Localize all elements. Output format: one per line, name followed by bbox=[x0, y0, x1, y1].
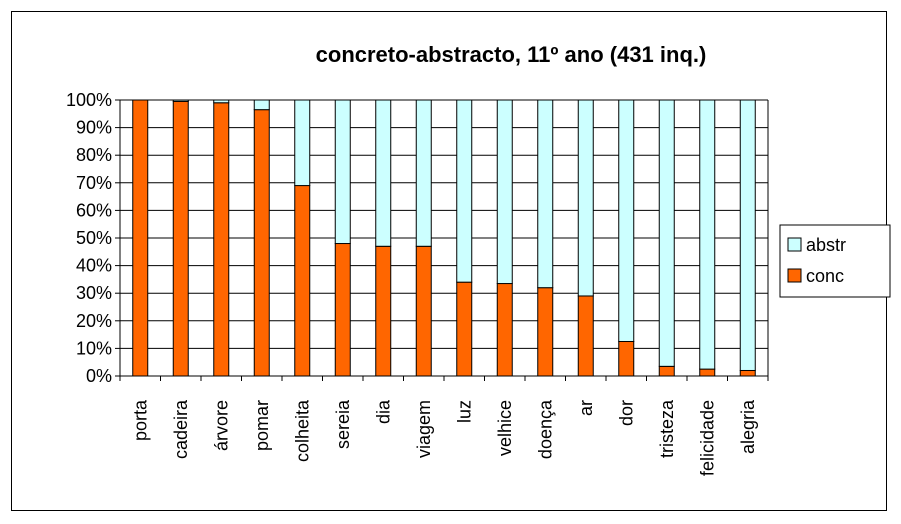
x-tick-label: doença bbox=[535, 399, 555, 459]
x-tick-label: dia bbox=[373, 399, 393, 424]
y-tick-label: 70% bbox=[76, 173, 112, 193]
bar-abstr bbox=[415, 99, 432, 247]
y-tick-label: 80% bbox=[76, 145, 112, 165]
bar-abstr bbox=[739, 99, 756, 371]
y-tick-label: 0% bbox=[86, 366, 112, 386]
bar-abstr bbox=[496, 99, 513, 285]
plot-area: 0% 10% 20% 30% 40% 50% 60% 70% 80% 90% 100% porta ca… bbox=[66, 90, 769, 476]
bar-abstr bbox=[172, 99, 189, 102]
x-tick-label: sereia bbox=[333, 399, 353, 449]
y-tick-label: 90% bbox=[76, 118, 112, 138]
bar-abstr bbox=[294, 99, 311, 187]
y-tick-label: 30% bbox=[76, 283, 112, 303]
bar-conc bbox=[375, 245, 392, 377]
bar-conc bbox=[415, 245, 432, 377]
bar-abstr bbox=[658, 99, 675, 367]
x-tick-label: velhice bbox=[495, 400, 515, 456]
legend-box bbox=[779, 224, 891, 298]
bar-conc bbox=[739, 369, 756, 377]
legend-label-abstr: abstr bbox=[806, 235, 846, 255]
bar-abstr bbox=[699, 99, 716, 370]
y-tick-label: 60% bbox=[76, 200, 112, 220]
bar-abstr bbox=[618, 99, 635, 342]
bar-conc bbox=[253, 109, 270, 377]
bar-conc bbox=[172, 100, 189, 377]
y-tick-label: 10% bbox=[76, 338, 112, 358]
bar-abstr bbox=[537, 99, 554, 289]
legend-swatch-conc bbox=[787, 268, 802, 283]
x-tick-label: dor bbox=[616, 400, 636, 426]
x-tick-label: luz bbox=[454, 400, 474, 423]
x-tick-label: porta bbox=[130, 399, 150, 441]
bar-abstr bbox=[456, 99, 473, 283]
legend-swatch-abstr bbox=[787, 237, 802, 252]
x-tick-label: tristeza bbox=[657, 399, 677, 458]
bar-conc bbox=[658, 365, 675, 377]
chart-title: concreto-abstracto, 11º ano (431 inq.) bbox=[316, 42, 707, 67]
bar-abstr bbox=[334, 99, 351, 245]
bar-conc bbox=[294, 185, 311, 377]
x-tick-label: alegria bbox=[738, 399, 758, 454]
bar-conc bbox=[618, 341, 635, 377]
bar-conc bbox=[213, 102, 230, 377]
x-tick-label: árvore bbox=[211, 400, 231, 451]
bar-abstr bbox=[213, 99, 230, 104]
x-tick-label: cadeira bbox=[171, 399, 191, 459]
bar-conc bbox=[537, 287, 554, 377]
bar-abstr bbox=[577, 99, 594, 297]
bar-conc bbox=[577, 295, 594, 377]
bar-conc bbox=[496, 283, 513, 377]
x-tick-label: ar bbox=[576, 400, 596, 416]
bar-conc bbox=[132, 99, 149, 377]
bar-conc bbox=[334, 243, 351, 377]
x-tick-label: colheita bbox=[292, 399, 312, 462]
bar-abstr bbox=[253, 99, 270, 111]
bar-conc bbox=[456, 281, 473, 377]
y-tick-label: 40% bbox=[76, 256, 112, 276]
legend-label-conc: conc bbox=[806, 266, 844, 286]
legend: abstr conc bbox=[779, 224, 891, 298]
bar-conc bbox=[699, 368, 716, 377]
x-tick-label: felicidade bbox=[697, 400, 717, 476]
x-tick-label: pomar bbox=[252, 400, 272, 451]
x-tick-label: viagem bbox=[414, 400, 434, 458]
y-tick-label: 20% bbox=[76, 311, 112, 331]
y-tick-label: 100% bbox=[66, 90, 112, 110]
bar-abstr bbox=[375, 99, 392, 247]
y-tick-label: 50% bbox=[76, 228, 112, 248]
